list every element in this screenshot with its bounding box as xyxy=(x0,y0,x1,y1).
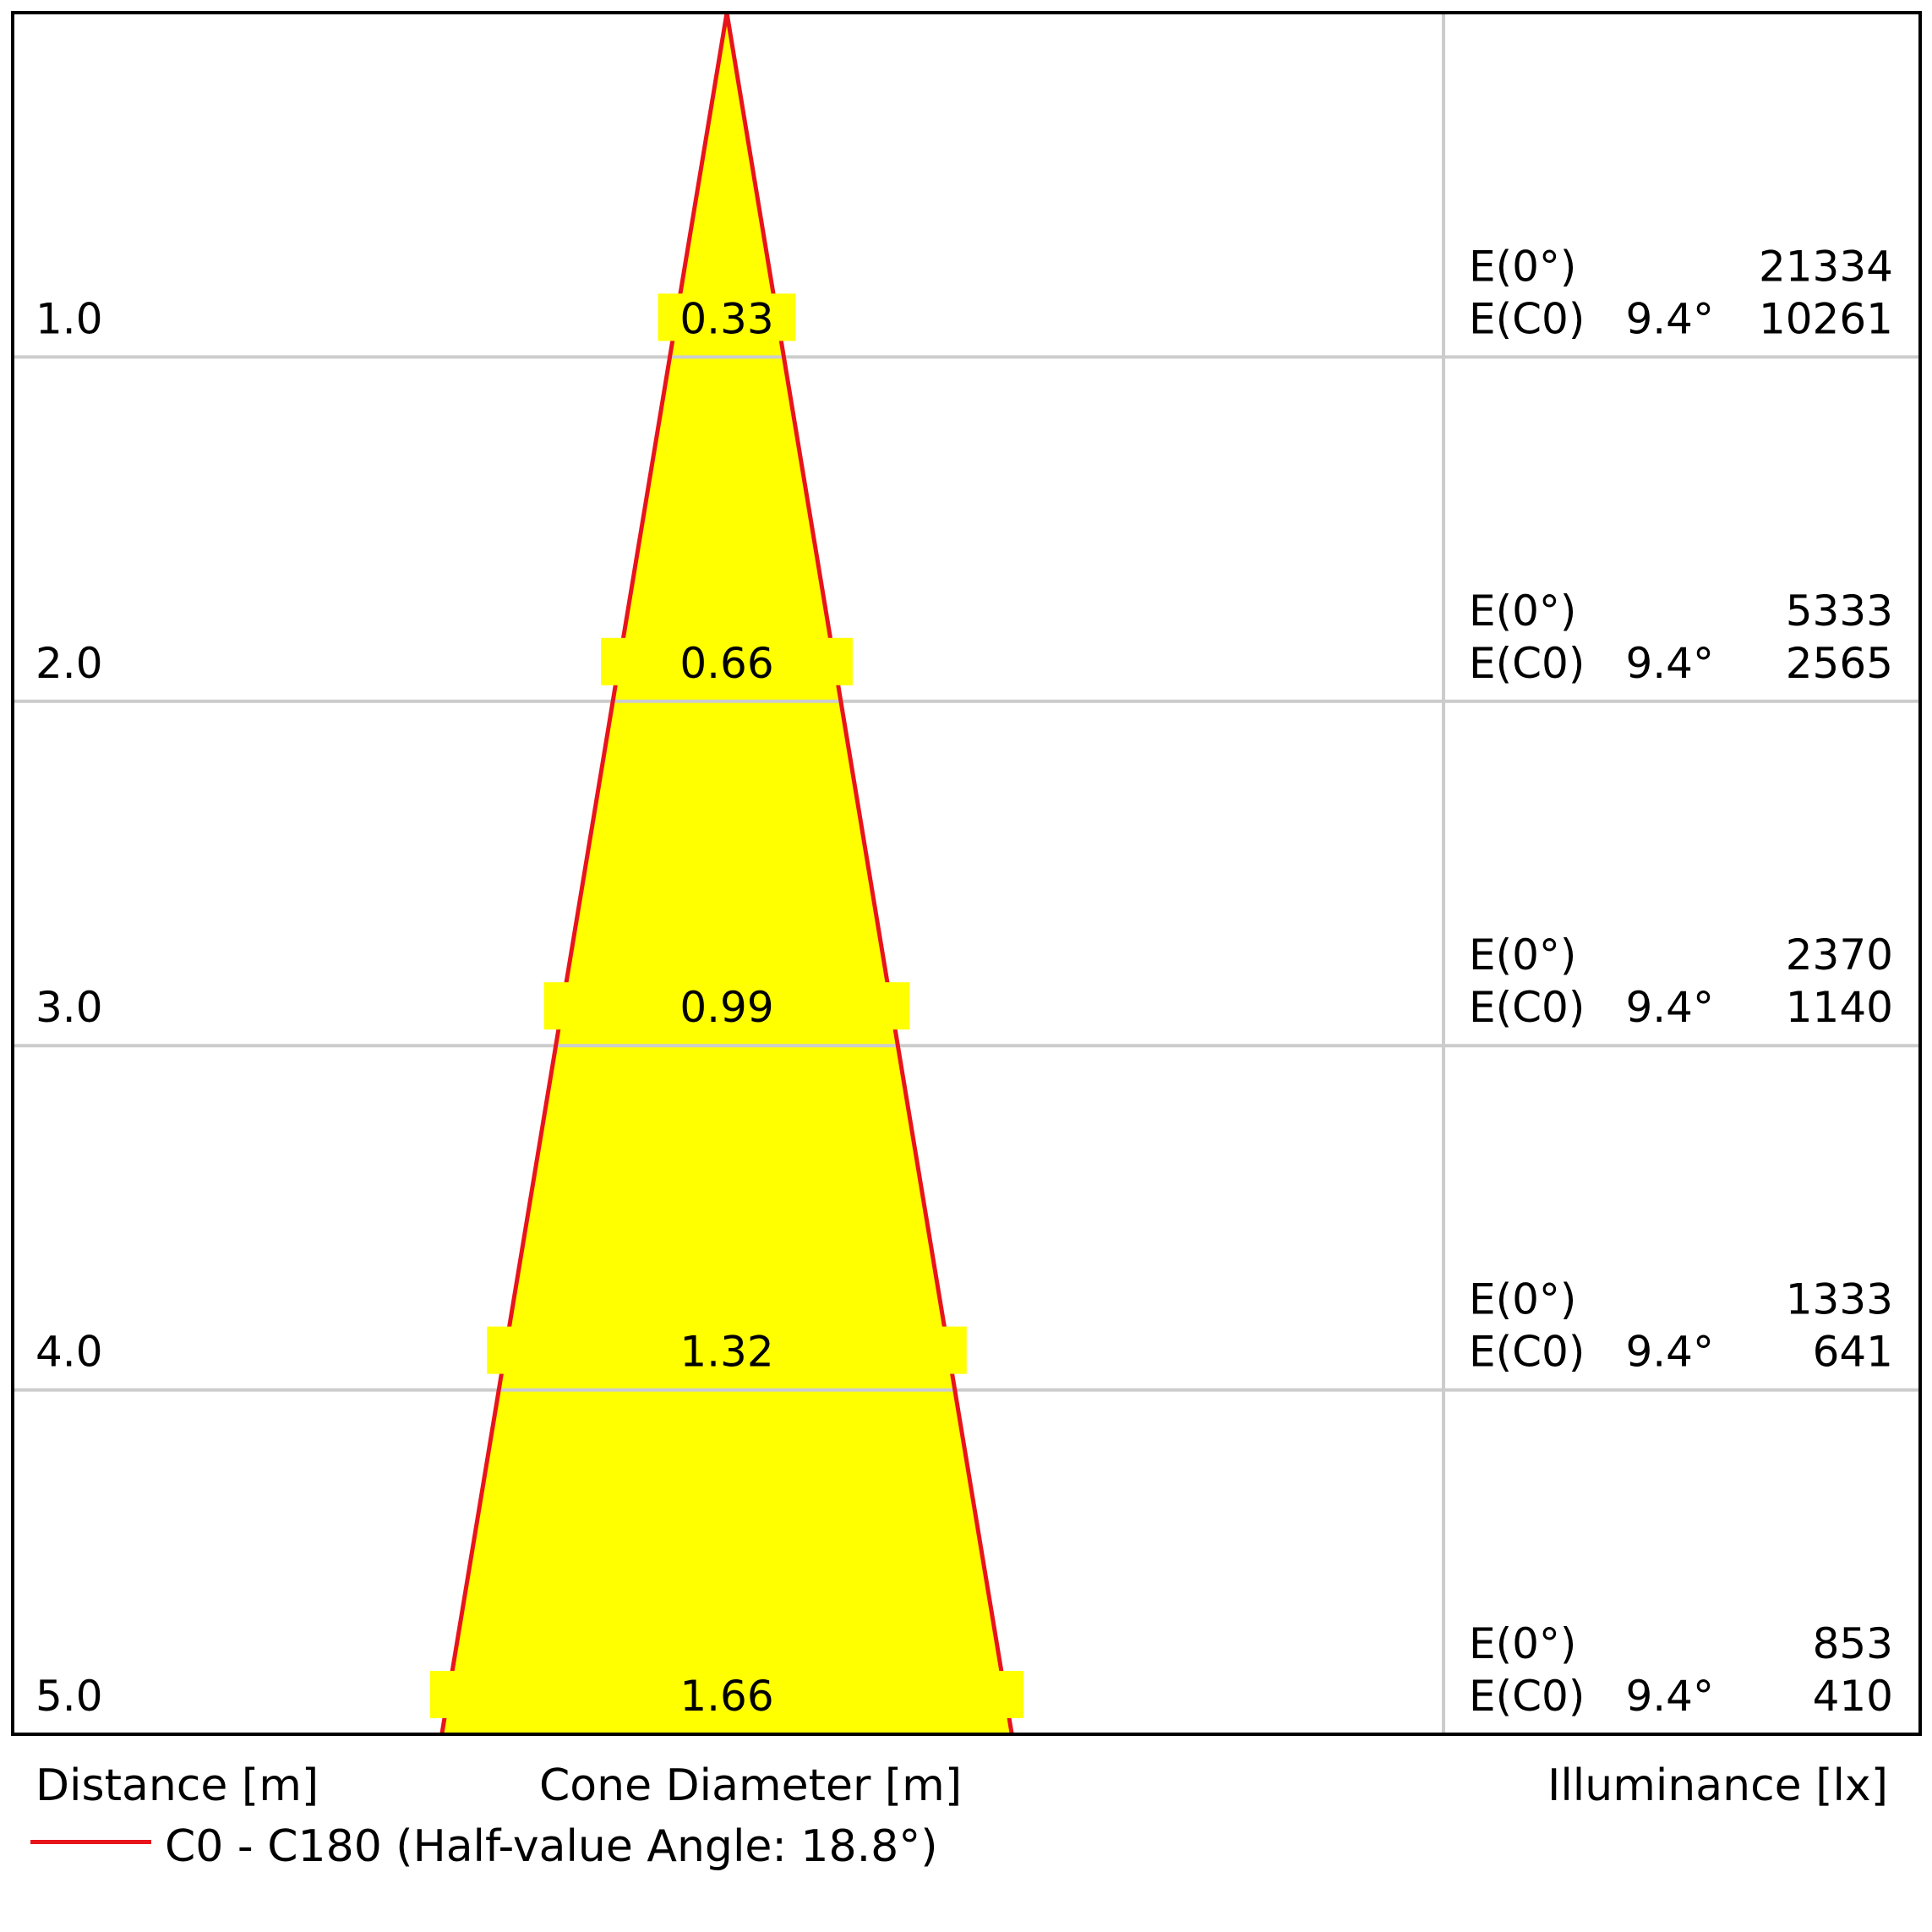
diameter-label-bg xyxy=(658,293,796,341)
cone-diameter-label: 1.32 xyxy=(679,1328,773,1377)
legend-label: C0 - C180 (Half-value Angle: 18.8°) xyxy=(165,1821,938,1872)
illuminance-axis-label: Illuminance [lx] xyxy=(1547,1760,1888,1811)
illuminance-ec-label: E(C0) xyxy=(1469,1672,1585,1721)
plot-frame xyxy=(11,11,1922,1736)
distance-tick-label: 1.0 xyxy=(35,294,103,343)
diameter-label-bg xyxy=(487,1326,967,1374)
cone-diameter-label: 0.33 xyxy=(679,294,773,343)
illuminance-ec-angle: 9.4° xyxy=(1625,1328,1714,1377)
illuminance-ec-value: 2565 xyxy=(1786,639,1893,688)
cone-fill xyxy=(441,13,1012,1734)
distance-tick-label: 5.0 xyxy=(35,1672,103,1721)
diameter-label-bg xyxy=(543,982,910,1030)
illuminance-ec-label: E(C0) xyxy=(1469,294,1585,343)
distance-axis-label: Distance [m] xyxy=(35,1760,319,1811)
distance-tick-label: 4.0 xyxy=(35,1328,103,1377)
illuminance-ec-label: E(C0) xyxy=(1469,1328,1585,1377)
illuminance-ec-angle: 9.4° xyxy=(1625,983,1714,1032)
illuminance-ec-angle: 9.4° xyxy=(1625,294,1714,343)
distance-tick-label: 2.0 xyxy=(35,639,103,688)
illuminance-e0-value: 5333 xyxy=(1786,587,1893,636)
illuminance-ec-angle: 9.4° xyxy=(1625,1672,1714,1721)
illuminance-e0-label: E(0°) xyxy=(1469,587,1576,636)
cone-diameter-label: 0.99 xyxy=(679,983,773,1032)
illuminance-e0-value: 21334 xyxy=(1759,242,1893,291)
illuminance-ec-angle: 9.4° xyxy=(1625,639,1714,688)
illuminance-e0-label: E(0°) xyxy=(1469,931,1576,980)
distance-tick-label: 3.0 xyxy=(35,983,103,1032)
illuminance-ec-value: 641 xyxy=(1813,1328,1893,1377)
illuminance-e0-label: E(0°) xyxy=(1469,1275,1576,1324)
diameter-label-bg xyxy=(429,1671,1024,1718)
cone-diameter-axis-label: Cone Diameter [m] xyxy=(539,1760,963,1811)
cone-diameter-label: 0.66 xyxy=(679,639,773,688)
diameter-label-bg xyxy=(601,637,853,685)
illuminance-ec-label: E(C0) xyxy=(1469,983,1585,1032)
illuminance-ec-label: E(C0) xyxy=(1469,639,1585,688)
illuminance-e0-value: 853 xyxy=(1813,1619,1893,1668)
cone-diameter-label: 1.66 xyxy=(679,1672,773,1721)
illuminance-ec-value: 10261 xyxy=(1759,294,1893,343)
illuminance-ec-value: 1140 xyxy=(1786,983,1893,1032)
illuminance-e0-value: 1333 xyxy=(1786,1275,1893,1324)
illuminance-e0-label: E(0°) xyxy=(1469,1619,1576,1668)
illuminance-ec-value: 410 xyxy=(1813,1672,1893,1721)
illuminance-e0-value: 2370 xyxy=(1786,931,1893,980)
illuminance-e0-label: E(0°) xyxy=(1469,242,1576,291)
legend-swatch xyxy=(30,1840,151,1844)
